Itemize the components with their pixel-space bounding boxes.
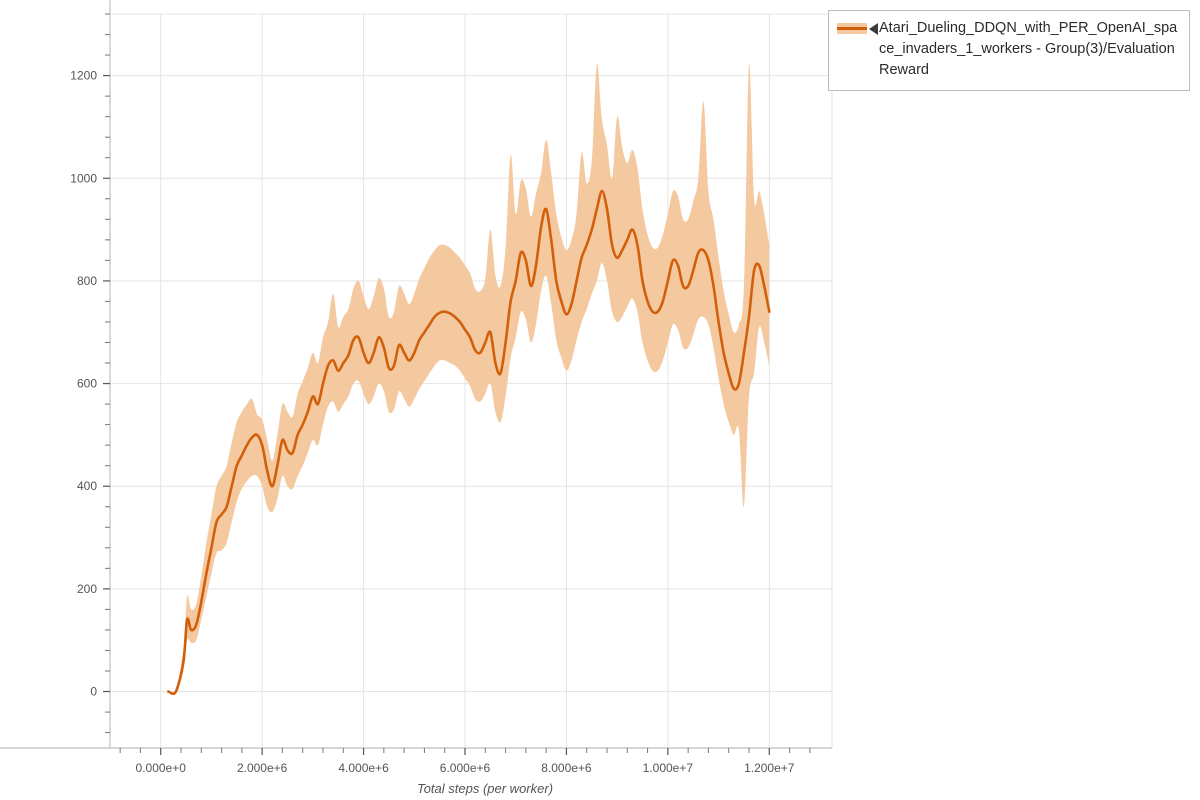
y-tick-label: 0 [90,685,97,699]
y-tick-label: 1000 [70,171,97,185]
y-tick-label: 1200 [70,69,97,83]
y-tick-label: 200 [77,582,97,596]
legend-entry[interactable]: Atari_Dueling_DDQN_with_PER_OpenAI_space… [837,18,1181,81]
x-tick-label: 1.200e+7 [744,761,795,775]
legend-color-swatch [837,20,867,36]
x-tick-label: 1.000e+7 [643,761,694,775]
x-tick-labels: 0.000e+0 2.000e+6 4.000e+6 6.000e+6 8.000e+6… [136,761,795,775]
axis-lines [0,0,833,749]
tick-marks [103,13,811,755]
y-tick-label: 600 [77,377,97,391]
x-axis-title: Total steps (per worker) [417,781,553,796]
x-tick-label: 8.000e+6 [541,761,592,775]
x-tick-label: 6.000e+6 [440,761,491,775]
chart-legend: Atari_Dueling_DDQN_with_PER_OpenAI_space… [828,10,1190,91]
legend-entry-label: Atari_Dueling_DDQN_with_PER_OpenAI_space… [879,20,1178,78]
y-tick-label: 400 [77,479,97,493]
mean-line-path [167,189,771,696]
left-triangle-icon [869,23,878,35]
x-tick-label: 4.000e+6 [338,761,389,775]
x-tick-label: 2.000e+6 [237,761,288,775]
legend-line-swatch [837,27,867,30]
y-tick-label: 800 [77,274,97,288]
confidence-band-area [168,63,770,695]
x-tick-label: 0.000e+0 [136,761,187,775]
y-tick-labels: 0 200 400 600 800 1000 1200 [70,69,97,699]
x-axis-title-text: Total steps (per worker) [417,781,553,796]
confidence-band [168,63,770,695]
mean-line [167,189,771,696]
